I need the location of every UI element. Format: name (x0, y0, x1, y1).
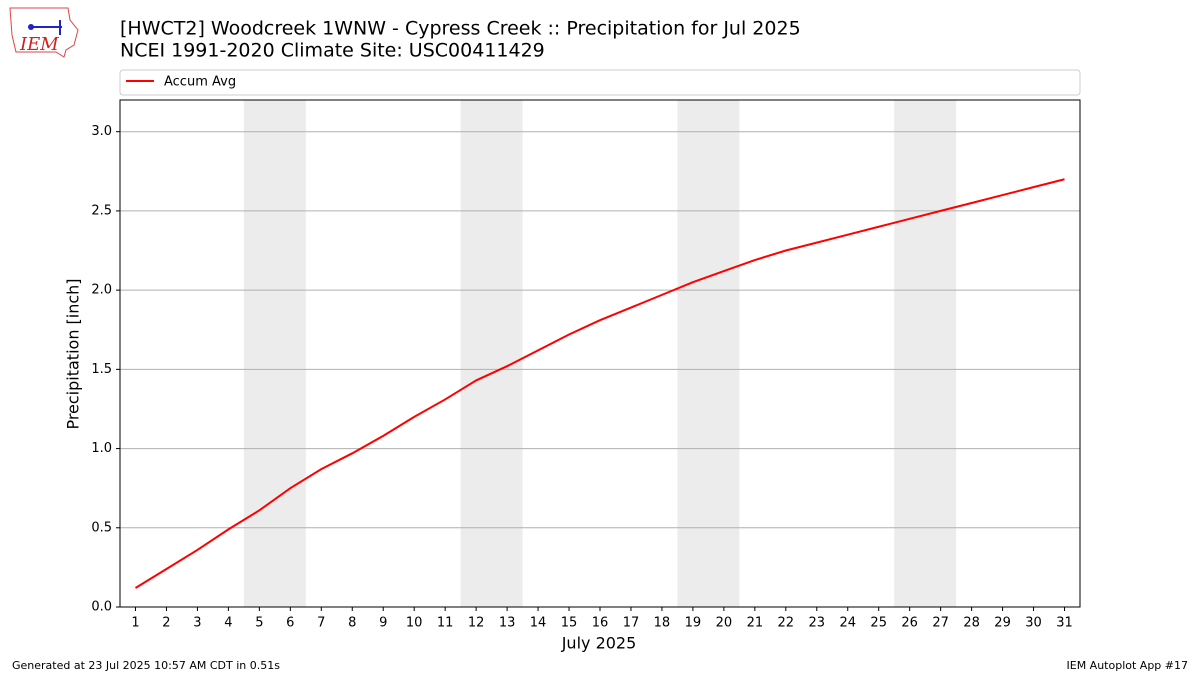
x-tick-label: 25 (870, 616, 887, 631)
x-tick-label: 14 (530, 616, 547, 631)
x-tick-label: 9 (379, 616, 387, 631)
x-tick-label: 30 (1025, 616, 1042, 631)
x-tick-label: 2 (162, 616, 170, 631)
x-tick-label: 27 (932, 616, 949, 631)
chart-title: [HWCT2] Woodcreek 1WNW - Cypress Creek :… (120, 18, 801, 40)
x-tick-label: 26 (901, 616, 918, 631)
x-tick-label: 5 (255, 616, 263, 631)
logo-text: IEM (19, 34, 59, 55)
weekend-shade (677, 100, 740, 607)
x-tick-label: 17 (623, 616, 640, 631)
x-tick-label: 15 (561, 616, 578, 631)
legend-label: Accum Avg (164, 75, 236, 90)
plot-frame (119, 99, 1081, 608)
x-tick-label: 13 (499, 616, 516, 631)
x-tick-label: 11 (437, 616, 454, 631)
chart-subtitle: NCEI 1991-2020 Climate Site: USC00411429 (120, 40, 545, 62)
y-tick-label: 2.0 (91, 283, 112, 298)
x-tick-label: 22 (778, 616, 795, 631)
y-tick-label: 1.0 (91, 441, 112, 456)
y-tick-label: 2.5 (91, 203, 112, 218)
y-tick-label: 1.5 (91, 362, 112, 377)
x-tick-label: 21 (747, 616, 764, 631)
legend-box (119, 69, 1081, 96)
x-tick-label: 29 (994, 616, 1011, 631)
x-tick-label: 16 (592, 616, 609, 631)
y-tick-label: 0.5 (91, 520, 112, 535)
weekend-shade (460, 100, 523, 607)
x-tick-label: 12 (468, 616, 485, 631)
y-axis-label: Precipitation [inch] (64, 278, 83, 429)
x-tick-label: 18 (654, 616, 671, 631)
x-axis-label: July 2025 (561, 634, 637, 653)
x-tick-label: 8 (348, 616, 356, 631)
x-tick-label: 10 (406, 616, 423, 631)
y-tick-label: 3.0 (91, 124, 112, 139)
series-line (134, 178, 1065, 589)
footer-right: IEM Autoplot App #17 (1067, 659, 1189, 672)
x-tick-label: 20 (716, 616, 733, 631)
x-tick-label: 19 (685, 616, 702, 631)
x-tick-label: 6 (286, 616, 294, 631)
x-tick-label: 4 (224, 616, 232, 631)
weekend-shade (243, 100, 306, 607)
x-tick-label: 1 (131, 616, 139, 631)
x-tick-label: 3 (193, 616, 201, 631)
logo: IEM (9, 7, 79, 58)
x-tick-label: 7 (317, 616, 325, 631)
footer-left: Generated at 23 Jul 2025 10:57 AM CDT in… (12, 659, 280, 672)
x-tick-label: 31 (1056, 616, 1073, 631)
x-tick-label: 28 (963, 616, 980, 631)
x-tick-label: 23 (809, 616, 826, 631)
weekend-shade (894, 100, 957, 607)
x-tick-label: 24 (839, 616, 856, 631)
y-tick-label: 0.0 (91, 600, 112, 615)
